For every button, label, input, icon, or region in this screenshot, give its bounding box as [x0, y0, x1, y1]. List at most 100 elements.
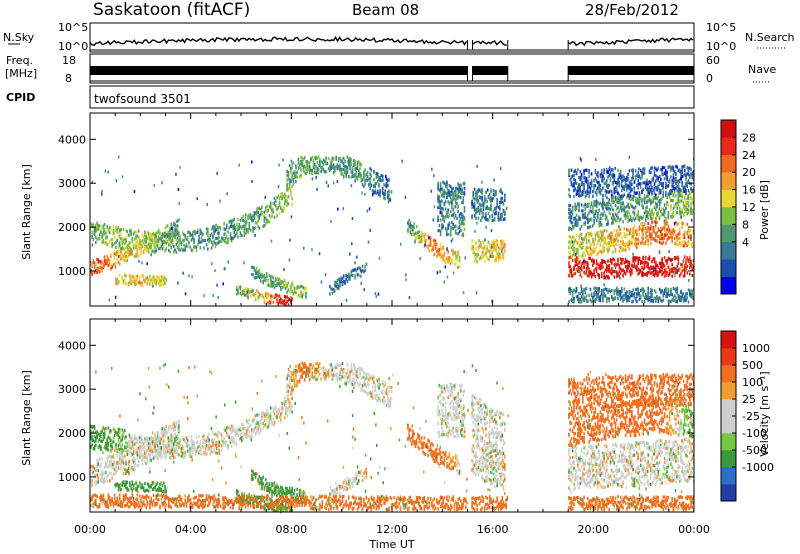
heatmap-cell: [573, 188, 575, 192]
heatmap-cell: [661, 196, 663, 200]
heatmap-cell: [668, 272, 671, 276]
heatmap-cell: [681, 180, 683, 185]
heatmap-cell: [110, 253, 112, 257]
heatmap-cell: [229, 237, 232, 241]
heatmap-cell: [667, 184, 670, 188]
heatmap-cell: [145, 277, 147, 281]
heatmap-cell: [370, 174, 373, 178]
heatmap-cell: [686, 296, 689, 300]
heatmap-cell: [622, 194, 624, 199]
heatmap-cell: [244, 227, 247, 231]
heatmap-cell: [644, 235, 647, 240]
heatmap-cell: [460, 212, 462, 216]
heatmap-cell: [91, 223, 93, 228]
heatmap-cell: [646, 200, 648, 204]
heatmap-cell: [266, 204, 268, 208]
heatmap-cell: [612, 168, 614, 172]
heatmap-cell: [174, 223, 176, 227]
heatmap-cell: [420, 231, 423, 235]
heatmap-cell: [588, 293, 590, 297]
heatmap-cell: [632, 256, 634, 260]
heatmap-cell: [365, 178, 368, 182]
heatmap-cell: [665, 273, 667, 277]
heatmap-cell: [259, 210, 262, 214]
heatmap-cell: [93, 261, 96, 265]
heatmap-cell: [298, 175, 301, 179]
heatmap-cell: [429, 236, 432, 240]
heatmap-cell: [146, 236, 149, 240]
heatmap-cell: [655, 167, 657, 171]
heatmap-cell: [190, 248, 193, 252]
heatmap-cell: [670, 215, 672, 219]
heatmap-cell: [238, 222, 241, 226]
heatmap-cell: [598, 235, 600, 239]
heatmap-cell: [661, 232, 663, 237]
heatmap-cell: [126, 246, 129, 250]
heatmap-cell: [647, 290, 649, 294]
heatmap-cell: [383, 192, 385, 196]
heatmap-cell: [125, 251, 127, 255]
heatmap-cell: [462, 201, 465, 205]
heatmap-cell: [290, 287, 292, 291]
heatmap-cell: [686, 241, 689, 245]
heatmap-cell: [246, 220, 248, 224]
heatmap-cell: [246, 229, 248, 233]
heatmap-cell: [678, 170, 681, 174]
heatmap-cell: [257, 225, 259, 229]
heatmap-cell: [317, 171, 320, 175]
heatmap-cell: [449, 230, 452, 234]
heatmap-cell: [631, 204, 633, 208]
heatmap-cell: [686, 181, 689, 185]
heatmap-cell: [195, 245, 198, 249]
heatmap-cell: [475, 252, 477, 256]
heatmap-cell: [495, 258, 497, 262]
heatmap-cell: [259, 274, 262, 278]
heatmap-cell: [224, 236, 227, 240]
heatmap-cell: [644, 231, 647, 236]
heatmap-cell: [355, 170, 358, 174]
heatmap-cell: [291, 202, 293, 206]
heatmap-cell: [462, 214, 465, 219]
heatmap-cell: [281, 209, 283, 213]
heatmap-cell: [252, 226, 254, 230]
heatmap-cell: [646, 205, 648, 209]
heatmap-cell: [439, 187, 442, 191]
heatmap-cell: [315, 157, 317, 161]
heatmap-cell: [499, 200, 501, 205]
heatmap-cell: [144, 233, 146, 237]
heatmap-cell: [210, 227, 213, 231]
heatmap-cell: [618, 218, 621, 222]
heatmap-cell: [573, 184, 575, 188]
heatmap-cell: [600, 250, 603, 254]
heatmap-cell: [368, 183, 370, 187]
heatmap-cell: [103, 222, 106, 227]
heatmap-cell: [638, 199, 641, 203]
heatmap-cell: [288, 186, 291, 190]
heatmap-cell: [611, 205, 613, 209]
heatmap-cell: [609, 170, 612, 174]
heatmap-cell: [301, 285, 303, 289]
heatmap-cell: [111, 238, 113, 242]
heatmap-cell: [671, 239, 673, 243]
heatmap-cell: [126, 256, 129, 260]
heatmap-cell: [451, 205, 453, 210]
heatmap-cell: [441, 187, 443, 191]
heatmap-cell: [668, 165, 671, 169]
heatmap-cell: [671, 179, 673, 183]
heatmap-cell: [439, 246, 442, 250]
heatmap-cell: [589, 217, 592, 222]
heatmap-cell: [478, 195, 481, 200]
heatmap-cell: [241, 225, 243, 229]
heatmap-cell: [471, 199, 473, 203]
heatmap-cell: [673, 257, 676, 261]
heatmap-cell: [677, 168, 680, 172]
heatmap-cell: [603, 288, 605, 292]
heatmap-cell: [686, 222, 689, 226]
heatmap-cell: [481, 251, 483, 255]
heatmap-cell: [237, 290, 239, 294]
heatmap-cell: [602, 203, 604, 207]
heatmap-cell: [331, 156, 334, 160]
heatmap-cell: [618, 270, 621, 274]
heatmap-cell: [619, 292, 622, 296]
heatmap-cell: [608, 297, 610, 301]
